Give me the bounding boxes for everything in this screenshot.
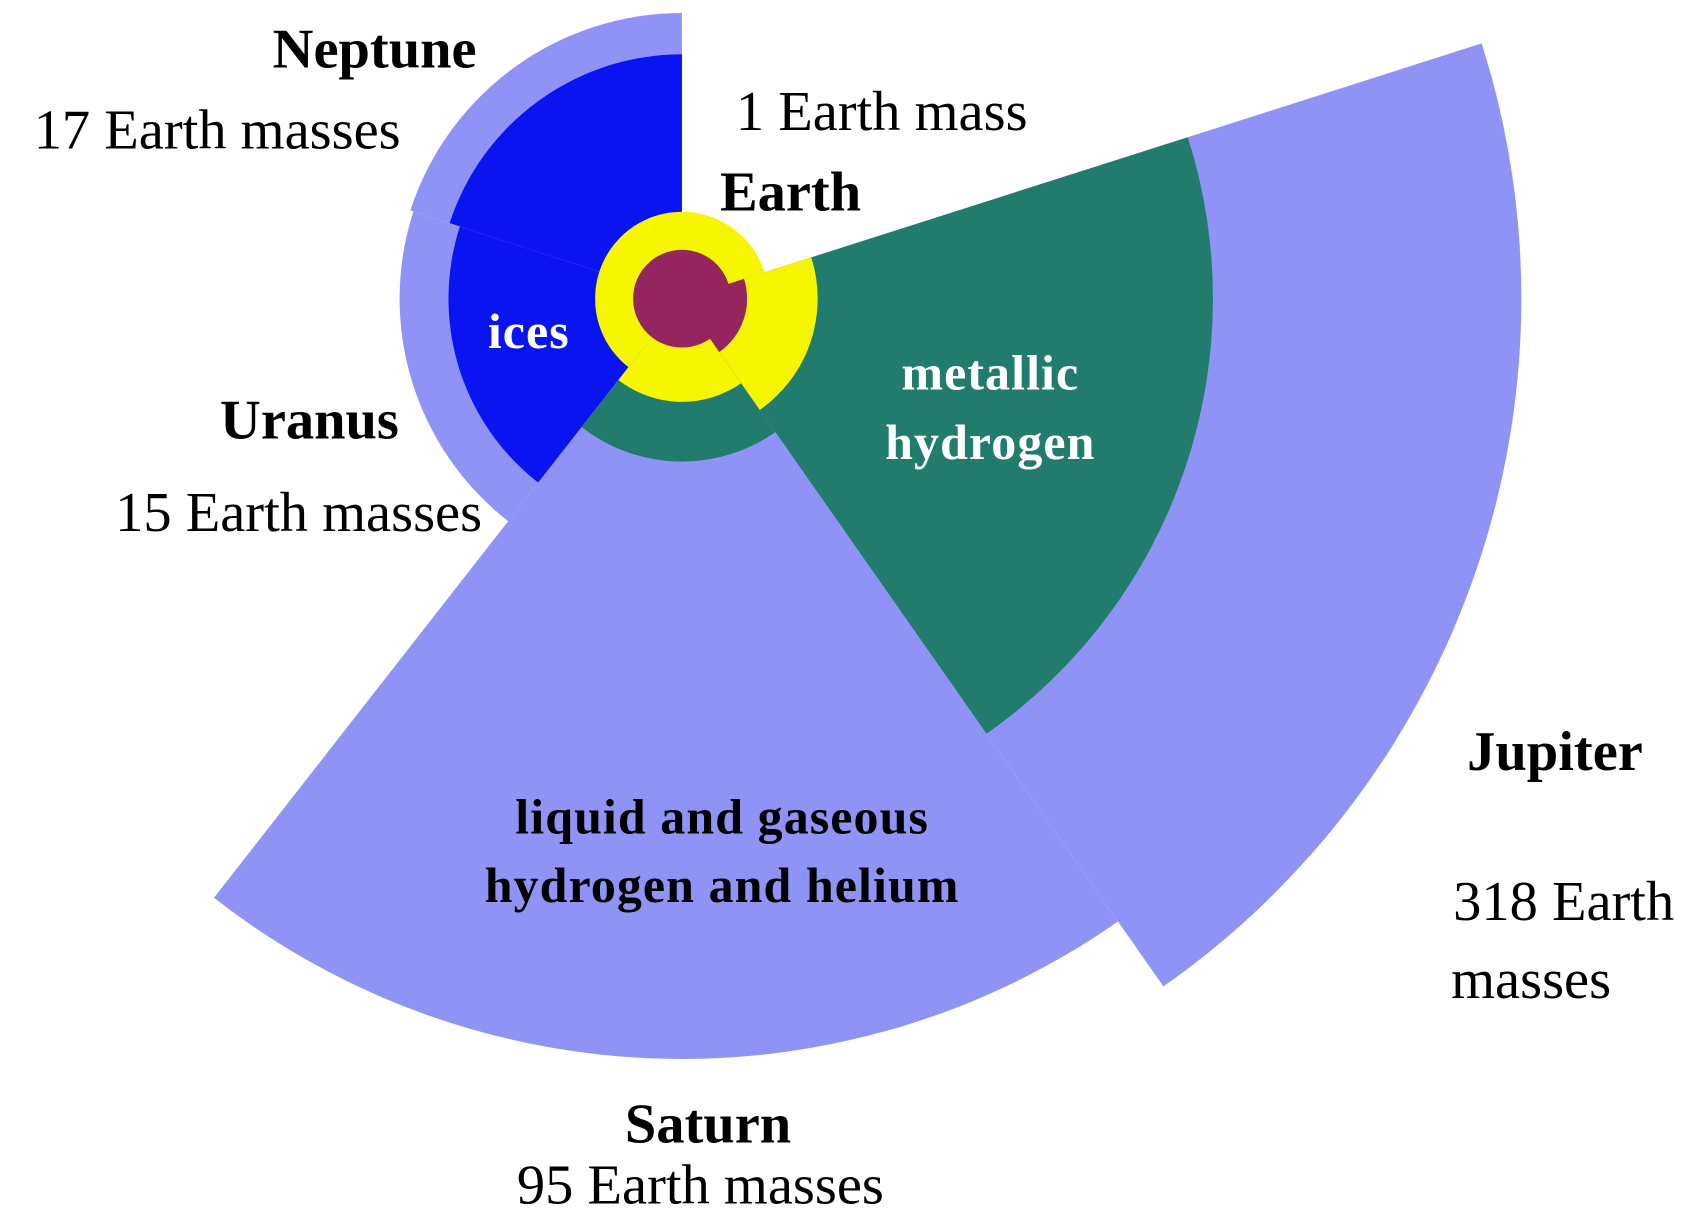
planet-name: Earth <box>720 162 861 224</box>
diagram: Neptune 17 Earth masses Uranus 15 Earth … <box>0 0 1694 1211</box>
layer-label: hydrogen and helium <box>485 857 960 913</box>
core <box>633 250 731 348</box>
planet-mass: 1 Earth mass <box>736 81 1028 143</box>
planet-mass: 15 Earth masses <box>115 482 482 544</box>
planet-mass: masses <box>1451 949 1611 1011</box>
layer-label: ices <box>488 303 570 359</box>
layer-label: liquid and gaseous <box>515 789 929 845</box>
layer-label: hydrogen <box>885 414 1095 470</box>
layer-label: metallic <box>901 344 1079 400</box>
planet-name: Jupiter <box>1467 721 1643 783</box>
page: {"planets": [ {"name": "Neptune", "mass"… <box>0 0 1694 1211</box>
planet-mass: 318 Earth <box>1453 871 1674 933</box>
planet-name: Saturn <box>625 1093 791 1155</box>
planet-name: Uranus <box>220 390 399 452</box>
planet-mass: 17 Earth masses <box>34 100 401 162</box>
planet-mass: 95 Earth masses <box>517 1154 884 1211</box>
planet-name: Neptune <box>273 18 477 80</box>
